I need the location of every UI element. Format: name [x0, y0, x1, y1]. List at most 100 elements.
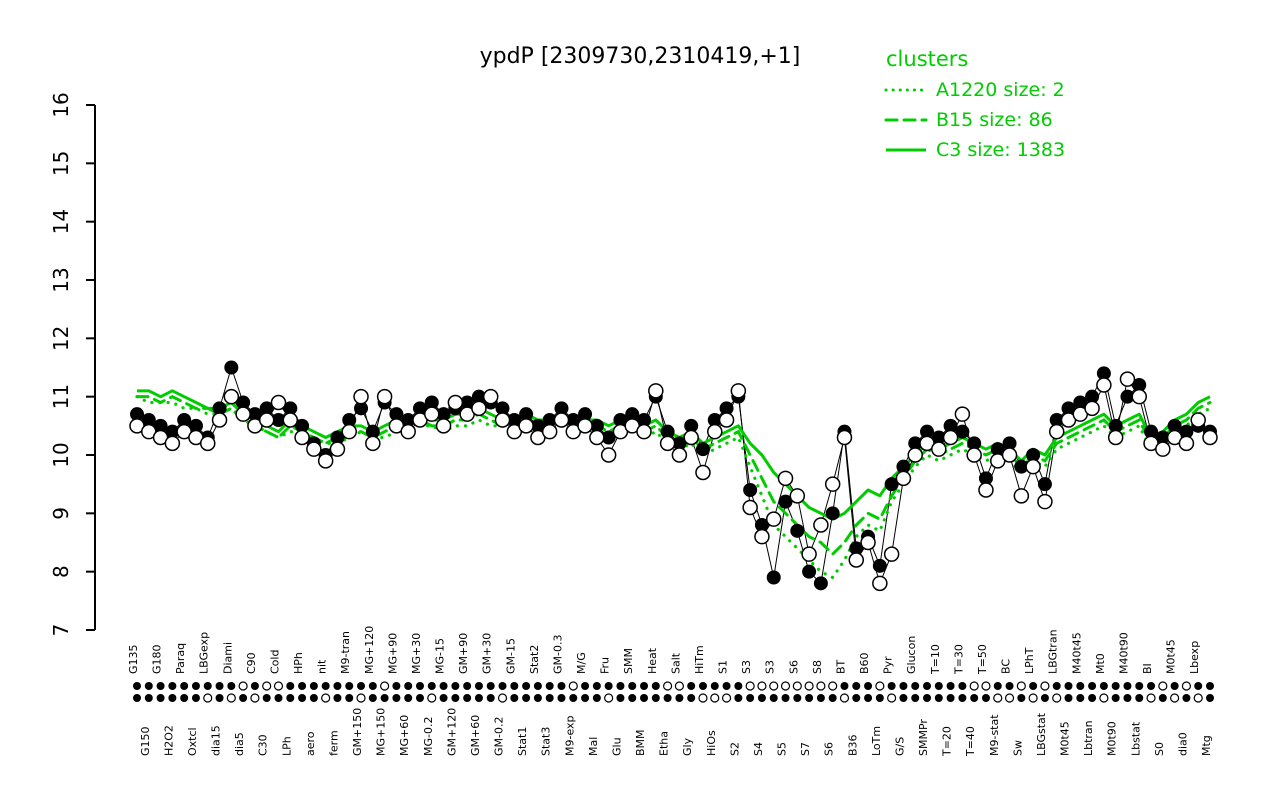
replicate-marker-open: [604, 693, 614, 703]
y-axis-tick-label: 14: [49, 209, 73, 234]
x-axis-condition-label: T=30: [952, 644, 965, 675]
x-axis-condition-label: LPhT: [1023, 647, 1036, 674]
replicate-marker-filled: [651, 682, 660, 690]
x-axis-condition-label: G135: [127, 644, 140, 674]
x-axis-condition-label: SMM: [622, 648, 635, 674]
data-point-filled: [247, 407, 262, 422]
x-axis-condition-label: T=40: [964, 726, 977, 757]
replicate-marker-filled: [180, 694, 189, 702]
data-point-open: [978, 482, 994, 498]
data-point-open: [754, 528, 770, 545]
data-point-filled: [542, 413, 557, 427]
replicate-marker-filled: [486, 694, 495, 702]
replicate-marker-filled: [545, 682, 554, 690]
replicate-marker-filled: [899, 682, 908, 690]
data-point-filled: [566, 413, 581, 427]
data-point-filled: [130, 407, 144, 422]
replicate-marker-filled: [793, 694, 802, 702]
replicate-marker-filled: [864, 694, 873, 702]
replicate-marker-open: [663, 681, 673, 691]
data-point-filled: [530, 418, 545, 433]
replicate-marker-filled: [628, 694, 637, 702]
replicate-marker-open: [792, 681, 802, 691]
replicate-marker-filled: [1206, 694, 1214, 702]
data-point-open: [1131, 388, 1148, 405]
replicate-marker-filled: [958, 694, 967, 702]
data-point-open: [1178, 435, 1195, 452]
replicate-marker-filled: [368, 682, 377, 690]
data-point-filled: [813, 576, 828, 591]
replicate-marker-filled: [899, 694, 908, 702]
legend-entry-label: C3 size: 1383: [936, 139, 1065, 161]
data-point-open: [482, 388, 499, 405]
replicate-marker-filled: [1111, 694, 1120, 702]
replicate-marker-filled: [981, 694, 990, 702]
replicate-marker-filled: [864, 682, 873, 690]
data-point-open: [1119, 371, 1136, 387]
legend-entry-label: A1220 size: 2: [936, 79, 1065, 101]
x-axis-condition-label: Salt: [669, 652, 682, 674]
x-axis-condition-label: T=20: [941, 726, 954, 757]
x-axis-condition-label: LBGstat: [1035, 712, 1048, 756]
replicate-marker-filled: [1194, 682, 1203, 690]
x-axis-condition-label: MG+90: [386, 633, 399, 674]
data-point-open: [824, 476, 841, 492]
x-axis-condition-label: MG+60: [398, 715, 411, 756]
data-point-filled: [519, 407, 534, 422]
x-axis-condition-label: Cold: [268, 650, 281, 674]
replicate-marker-filled: [1064, 694, 1073, 702]
replicate-marker-open: [1004, 693, 1015, 703]
replicate-marker-filled: [934, 682, 943, 690]
data-point-open: [223, 388, 240, 405]
data-point-open: [765, 511, 782, 527]
x-axis-condition-label: MG-0.2: [422, 717, 435, 756]
replicate-marker-filled: [1017, 694, 1026, 702]
replicate-marker-filled: [439, 682, 448, 690]
replicate-marker-filled: [1052, 682, 1061, 690]
x-axis-condition-label: B60: [858, 652, 871, 674]
x-axis-condition-label: Lbexp: [1188, 641, 1201, 674]
replicate-marker-filled: [875, 694, 884, 702]
data-point-filled: [896, 459, 911, 474]
data-point-open: [848, 552, 865, 568]
data-point-filled: [1132, 378, 1147, 392]
replicate-marker-open: [1052, 693, 1062, 703]
data-point-open: [718, 412, 735, 428]
x-axis-condition-label: HiTm: [693, 645, 706, 674]
data-point-open: [801, 546, 817, 562]
data-point-open: [164, 435, 181, 452]
x-axis-condition-label: HiOs: [705, 730, 718, 756]
replicate-marker-filled: [557, 682, 566, 690]
replicate-marker-filled: [687, 682, 696, 690]
replicate-marker-filled: [191, 682, 200, 690]
replicate-marker-filled: [1005, 682, 1014, 690]
data-point-open: [1084, 400, 1100, 417]
data-point-filled: [637, 413, 652, 427]
x-axis-condition-label: Fru: [599, 657, 612, 674]
replicate-marker-filled: [333, 682, 342, 690]
data-point-open: [813, 517, 829, 533]
x-axis-condition-label: S6: [787, 660, 800, 674]
replicate-marker-filled: [769, 694, 778, 702]
data-point-filled: [672, 436, 687, 451]
replicate-marker-filled: [298, 694, 307, 702]
data-point-open: [1037, 493, 1053, 510]
replicate-marker-filled: [498, 682, 507, 690]
replicate-marker-filled: [911, 682, 920, 690]
x-axis-condition-label: Pyr: [882, 656, 895, 674]
replicate-marker-filled: [1147, 682, 1156, 690]
x-axis-condition-label: M9-tran: [339, 631, 352, 674]
x-axis-condition-label: MG-15: [434, 638, 447, 674]
x-axis-condition-label: Gly: [681, 737, 694, 756]
replicate-marker-filled: [510, 694, 519, 702]
replicate-marker-filled: [958, 682, 967, 690]
data-point-filled: [236, 395, 251, 410]
x-axis-condition-label: GM+150: [351, 708, 364, 756]
data-point-filled: [507, 413, 522, 427]
replicate-marker-filled: [757, 694, 766, 702]
data-point-filled: [365, 424, 380, 439]
y-axis-tick-label: 9: [49, 507, 73, 520]
data-point-filled: [141, 413, 156, 427]
data-point-open: [400, 423, 416, 440]
replicate-marker-filled: [474, 694, 483, 702]
